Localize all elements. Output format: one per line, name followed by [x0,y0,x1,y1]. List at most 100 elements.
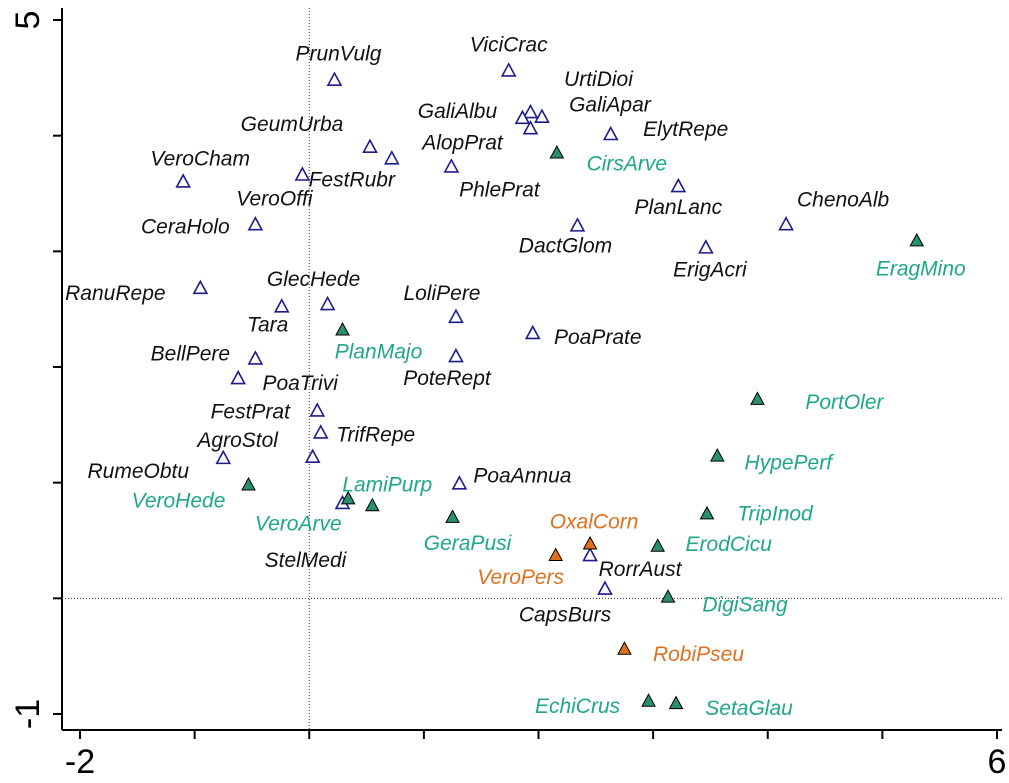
point [582,546,598,562]
point-label: FestRubr [309,168,396,191]
point-label: DactGlom [519,234,612,257]
point [230,369,247,385]
point-label: ErigAcri [673,258,748,281]
point [778,216,794,231]
point-label: GaliAlbu [418,100,498,123]
point [312,424,329,439]
point-label: PortOler [805,391,884,414]
point [326,71,343,86]
point-label: ErodCicu [686,533,773,556]
point-label: CirsArve [587,153,668,176]
point [534,108,550,123]
point-label: PoaPrate [554,326,642,349]
point-label: CeraHolo [141,215,230,238]
point-label: PlanMajo [335,341,423,364]
point-label: SetaGlau [705,697,793,720]
point-label: RanuRepe [65,282,165,305]
point-label: FestPrat [211,401,292,424]
point-label: StelMedi [265,549,348,572]
point-label: RumeObtu [88,460,190,483]
point [569,217,586,232]
point-label: VeroPers [477,566,564,589]
point [670,177,687,193]
point-label: AlopPrat [420,131,504,154]
point-label: LoliPere [403,282,480,305]
point [448,308,464,324]
point-label: BellPere [151,342,230,365]
point-label: RorrAust [599,558,683,581]
point [750,391,765,405]
point-label: CapsBurs [519,604,612,627]
point [524,324,541,340]
point-label: RobiPseu [653,643,744,666]
point [273,298,290,313]
point [548,547,564,562]
point-label: PoaTrivi [262,372,339,395]
point-label: GaliApar [569,94,652,117]
point-label: PhlePrat [459,178,541,201]
point-label: OxalCorn [550,511,639,534]
point-label: UrtiDioi [564,68,634,91]
point-label: AgroStol [195,429,279,452]
point [247,350,264,365]
y-tick-label: 5 [9,11,47,30]
point [364,497,380,512]
point [319,295,336,311]
point [448,347,464,363]
point [362,138,378,154]
point [514,109,531,125]
point-label: PoteRept [403,367,492,390]
point [709,448,725,462]
point [582,535,598,550]
point [309,402,326,417]
point-label: GeumUrba [241,113,344,136]
point-label: DigiSang [702,594,788,617]
point-label: GlecHede [267,268,360,291]
point-label: PoaAnnua [473,464,571,487]
point-label: VeroHede [132,490,226,513]
point [383,150,400,165]
point [597,580,613,595]
point-label: Tara [247,313,288,336]
x-tick-label: 6 [988,743,1007,781]
point-label: PrunVulg [295,43,381,66]
point [660,589,676,603]
point [294,166,311,181]
point-label: LamiPurp [342,473,432,496]
point [304,448,321,464]
point-label: TripInod [737,502,814,525]
point [215,449,232,465]
point [241,476,256,491]
point-label: VeroCham [150,147,250,170]
x-tick-label: -2 [65,743,95,781]
point-label: ChenoAlb [797,188,890,211]
point [668,695,684,710]
point [909,232,925,247]
point [549,144,565,159]
point-label: EchiCrus [535,695,621,718]
point [247,216,264,231]
point [602,125,619,141]
point-label: HypePerf [745,452,835,475]
point [522,120,539,135]
point-label: TrifRepe [336,423,415,446]
point [443,158,460,173]
point-label: VeroOffi [236,188,314,211]
point [445,509,460,523]
point [522,103,539,119]
y-tick-label: -1 [9,699,47,729]
point [335,321,350,336]
point [641,693,656,707]
point [650,538,666,552]
point [340,490,356,505]
point [175,173,192,188]
point [500,62,517,77]
point-label: ElytRepe [643,118,728,141]
point-label: GeraPusi [424,532,513,555]
point-label: PlanLanc [635,196,723,219]
point [699,505,715,520]
point-label: VeroArve [255,512,342,535]
point [192,279,209,295]
point [451,475,468,490]
